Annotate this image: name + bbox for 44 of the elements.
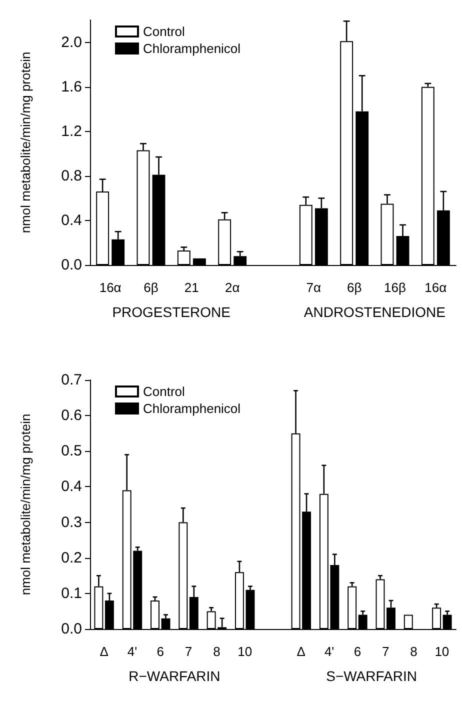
legend-label: Control [143,384,186,399]
y-axis-title: nmol metabolite/min/mg protein [18,52,33,234]
text: ANDROSTENEDIONE [304,304,446,320]
x-tick-label: Δ [296,644,306,659]
y-tick-label: 0.7 [61,372,82,388]
x-tick-label: 10 [238,644,252,659]
y-tick-label: 1.6 [61,78,82,96]
x-tick-label: 21 [184,280,199,295]
y-tick-label: 0.4 [61,478,82,496]
x-tick-label: 16β [384,280,406,295]
x-tick-label: 7 [184,644,192,659]
y-tick-label: 0.0 [61,256,82,274]
legend-label: Control [143,24,186,39]
x-tick-label: 6β [144,280,158,295]
x-tick-label: 6 [354,644,362,659]
text: S−WARFARIN [326,668,417,684]
y-tick-label: 0.1 [61,584,82,602]
y-tick-label: 0.8 [61,167,82,184]
y-tick-label: 1.2 [61,122,82,140]
x-tick-label: 4' [324,644,334,659]
y-tick-label: 2.0 [61,34,82,51]
x-tick-label: 16α [424,280,448,295]
y-tick-label: 0.6 [61,407,82,424]
x-tick-label: Δ [100,644,109,659]
text: R−WARFARIN [128,668,220,684]
x-tick-label: 7 [382,644,390,659]
legend-label: Chloramphenicol [143,41,241,56]
y-tick-label: 0.0 [61,620,82,638]
x-tick-label: 4' [127,644,138,659]
text: PROGESTERONE [112,304,230,320]
x-tick-label: 8 [410,644,418,659]
x-tick-label: 10 [434,644,450,659]
x-tick-label: 6 [156,644,164,659]
y-tick-label: 0.3 [61,514,82,531]
y-tick-label: 0.5 [61,442,82,460]
x-tick-label: 7α [306,280,322,295]
x-tick-label: 6β [346,280,362,295]
x-tick-label: 2α [224,280,240,295]
y-axis-title: nmol metabolite/min/mg protein [18,414,33,596]
x-tick-label: 8 [213,644,220,659]
legend-label: Chloramphenicol [143,401,241,416]
y-tick-label: 0.2 [61,549,82,566]
y-tick-label: 0.4 [61,212,82,229]
x-tick-label: 16α [99,280,122,295]
